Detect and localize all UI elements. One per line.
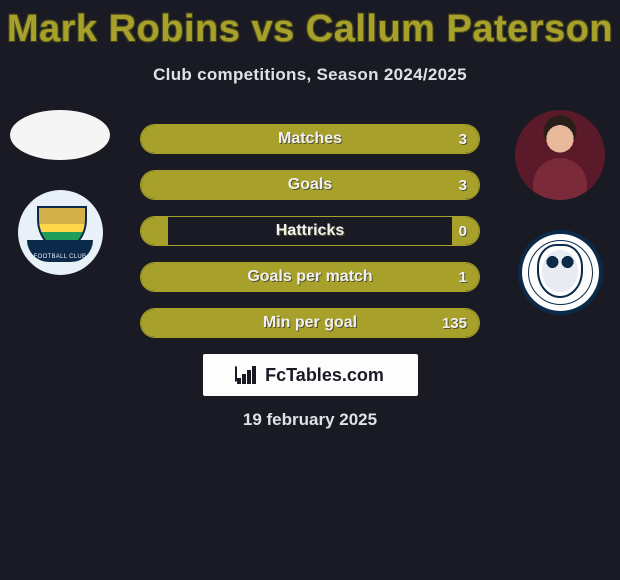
stat-value-right: 135 [442,309,467,337]
stat-row: Min per goal135 [140,308,480,338]
stat-value-right: 3 [459,171,467,199]
right-club-badge [518,230,603,315]
stat-row: Goals3 [140,170,480,200]
stat-label: Min per goal [141,309,479,337]
stat-value-right: 0 [459,217,467,245]
left-player-column: FOOTBALL CLUB [10,110,110,275]
brand-text: FcTables.com [265,365,384,386]
stat-label: Goals per match [141,263,479,291]
stat-value-right: 3 [459,125,467,153]
stat-row: Goals per match1 [140,262,480,292]
subtitle: Club competitions, Season 2024/2025 [0,65,620,85]
page-title: Mark Robins vs Callum Paterson [0,0,620,51]
date-text: 19 february 2025 [0,410,620,430]
stat-row: Hattricks0 [140,216,480,246]
stat-label: Goals [141,171,479,199]
brand-box[interactable]: FcTables.com [203,354,418,396]
chart-bars-icon [237,366,259,384]
left-player-photo-placeholder [10,110,110,160]
coventry-crest-icon: FOOTBALL CLUB [25,198,95,268]
right-player-column [510,110,610,315]
right-player-photo [515,110,605,200]
stat-value-right: 1 [459,263,467,291]
stat-row: Matches3 [140,124,480,154]
stats-container: Matches3Goals3Hattricks0Goals per match1… [140,124,480,354]
left-club-badge: FOOTBALL CLUB [18,190,103,275]
stat-label: Hattricks [141,217,479,245]
stat-label: Matches [141,125,479,153]
